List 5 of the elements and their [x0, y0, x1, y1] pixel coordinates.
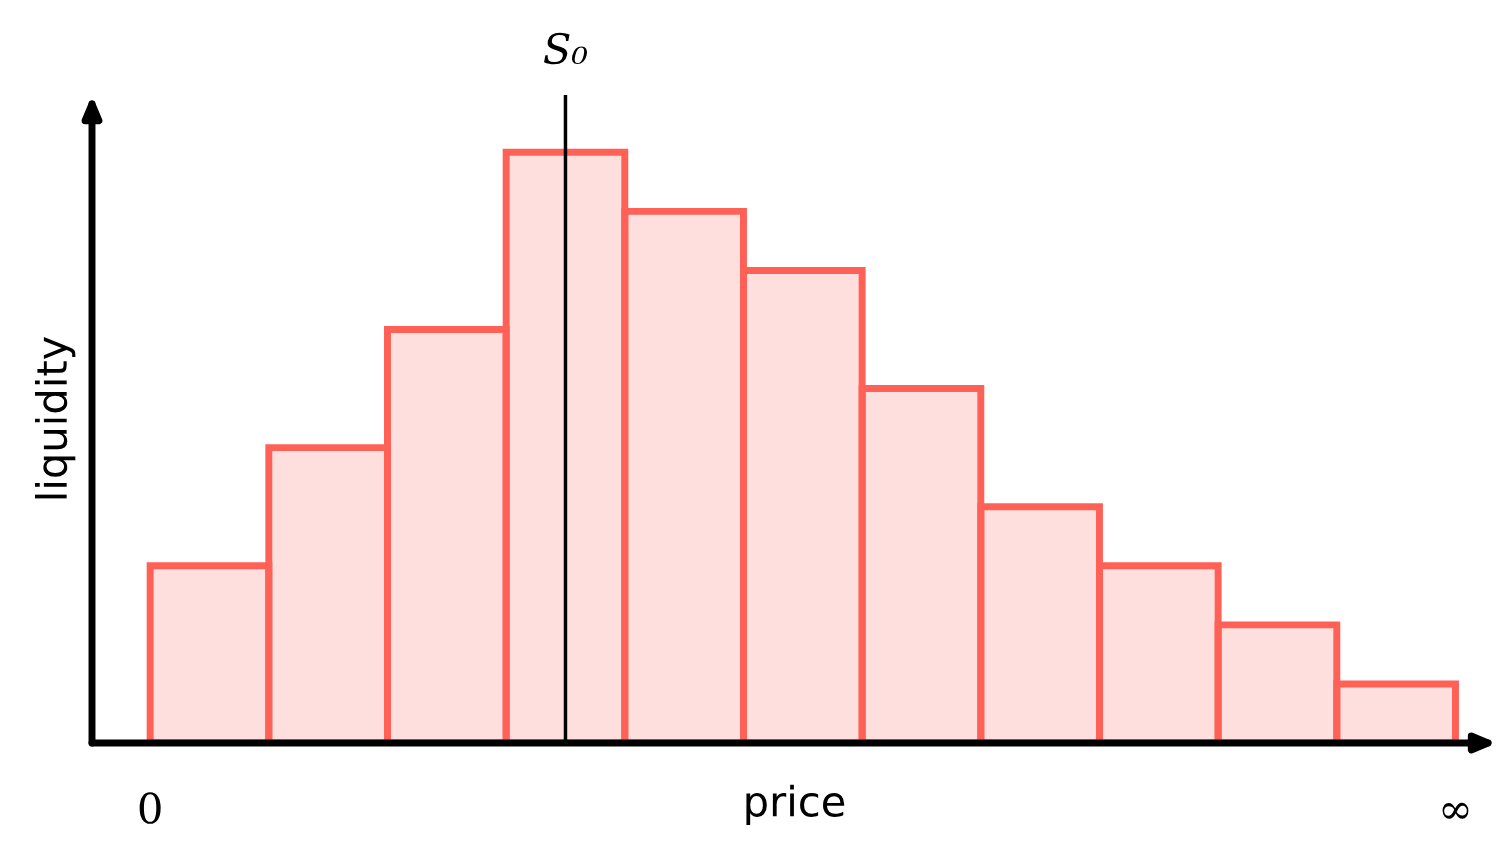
y-axis-title: liquidity	[35, 336, 76, 499]
text: 0	[139, 792, 161, 824]
text: S₀	[544, 32, 587, 65]
x-axis-title: price	[746, 784, 845, 825]
text: ∞	[1442, 802, 1469, 819]
